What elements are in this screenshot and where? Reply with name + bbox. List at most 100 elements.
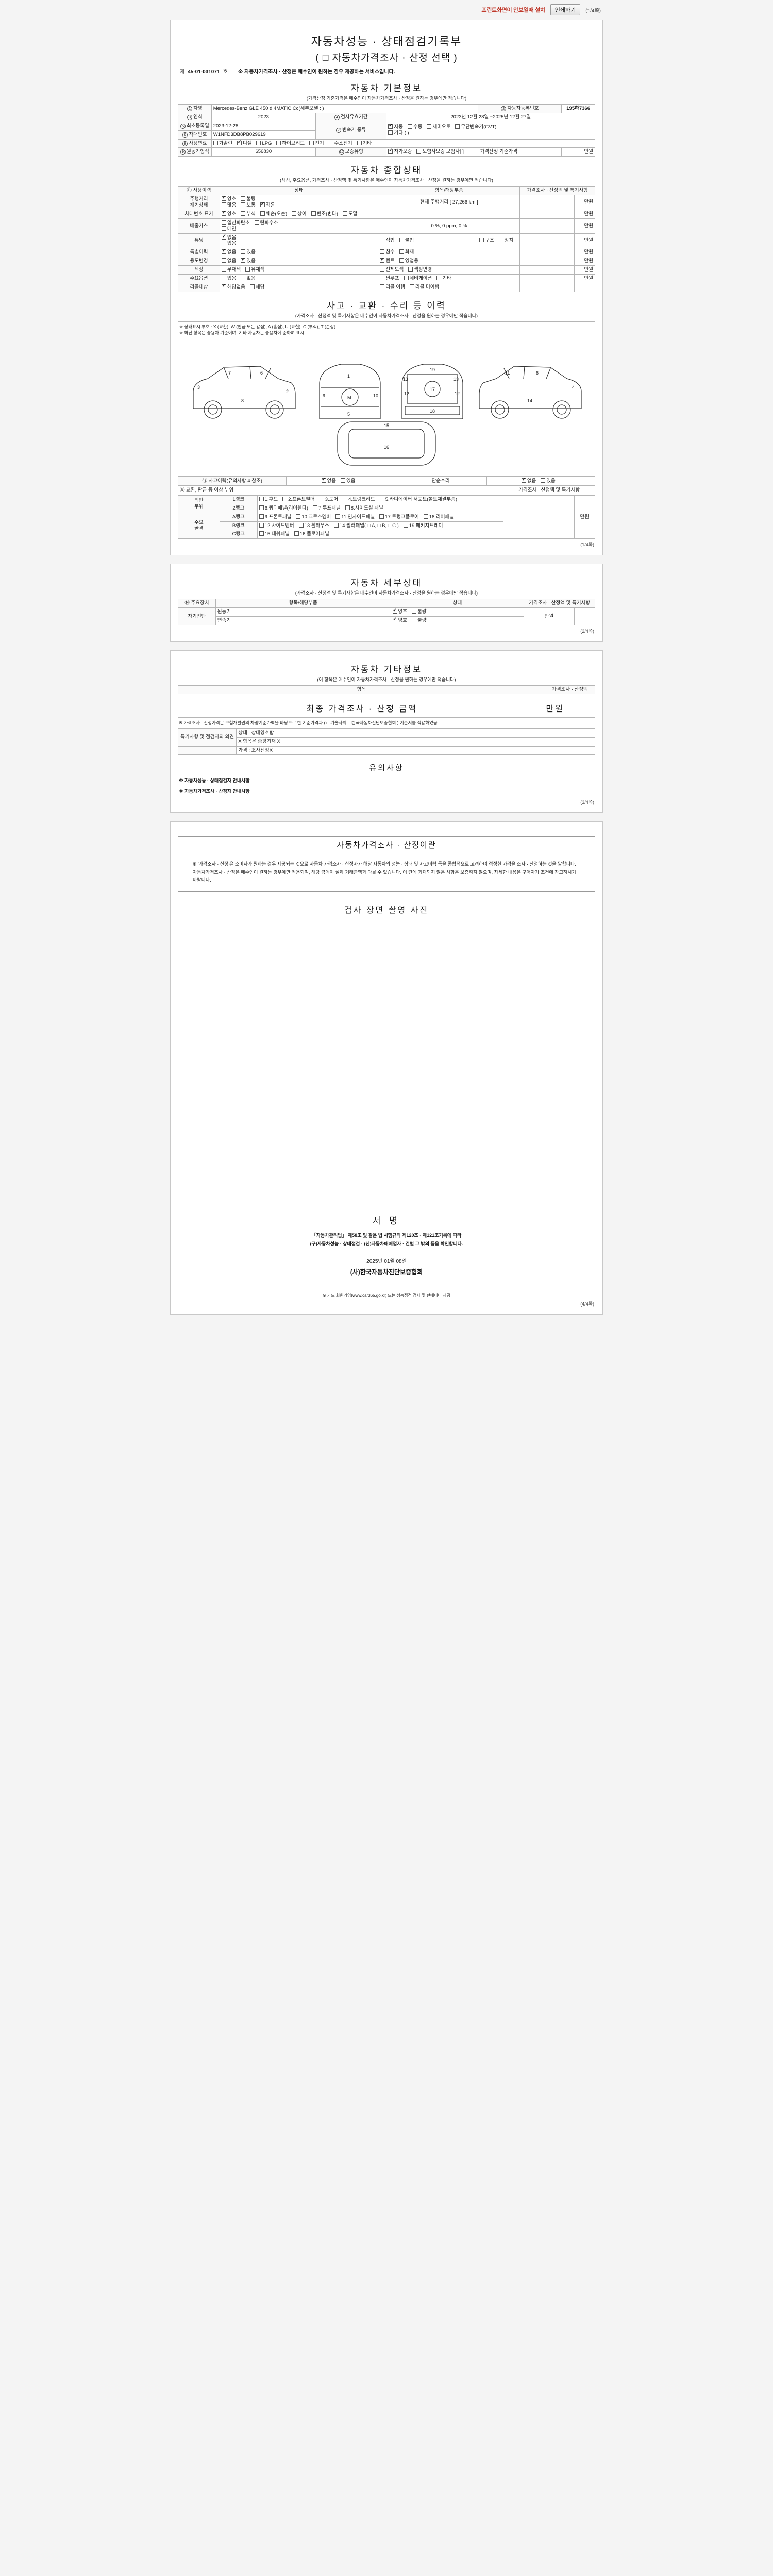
option-simple-repair-1[interactable]: 있음 [541,478,556,484]
checkbox-transmission-2[interactable] [427,124,432,129]
print-button[interactable]: 인쇄하기 [550,4,581,15]
checkbox-overall-io-6-1[interactable] [408,267,413,272]
option-overall-1-0-3[interactable]: 상이 [292,211,307,217]
option-part-0-1-2[interactable]: 8.사이드실 패널 [345,505,383,512]
option-overall-7-0-0[interactable]: 있음 [221,275,236,282]
option-part-0-1-1[interactable]: 7.루프패널 [312,505,341,512]
checkbox-overall-2-0-0[interactable] [221,219,226,225]
option-overall-io-7-2[interactable]: 기타 [436,275,451,282]
option-part-1-0-4[interactable]: 18.리어패널 [423,514,454,520]
checkbox-detail-0-0-1[interactable] [412,609,417,614]
checkbox-accident-history-0[interactable] [321,477,326,483]
option-fuel-5[interactable]: 수소전기 [328,140,352,147]
option-overall-io-5-0[interactable]: 렌트 [380,257,395,264]
checkbox-overall-8-0-0[interactable] [221,283,226,289]
install-notice-link[interactable]: 프린트화면이 안보일때 설치 [481,7,545,13]
option-transmission-3[interactable]: 무단변속기(CVT) [455,124,496,130]
option-overall-8-0-1[interactable]: 해당 [249,284,264,291]
checkbox-part-1-0-0[interactable] [259,514,264,519]
option-overall-0-0-1[interactable]: 불량 [241,196,256,202]
checkbox-part-1-1-2[interactable] [333,522,339,528]
option-overall-0-1-0[interactable]: 많음 [221,202,236,209]
checkbox-overall-2-0-1[interactable] [254,219,259,225]
option-detail-0-0-1[interactable]: 불량 [412,609,427,615]
checkbox-overall-0-1-2[interactable] [260,201,265,207]
option-part-1-0-2[interactable]: 11.인사이드패널 [335,514,375,520]
option-overall-6-0-1[interactable]: 유채색 [245,267,264,273]
option-overall-1-0-4[interactable]: 변조(변타) [311,211,338,217]
checkbox-fuel-1[interactable] [237,140,242,145]
option-detail-0-1-0[interactable]: 양호 [392,617,407,624]
option-part-1-1-3[interactable]: 19.패키지트레이 [403,522,443,529]
checkbox-overall-8-0-1[interactable] [249,284,255,289]
checkbox-fuel-5[interactable] [328,140,333,145]
option-overall-io-4-1[interactable]: 화재 [399,249,414,256]
option-part-0-0-0[interactable]: 1.후드 [259,496,278,503]
option-overall-ib-3-1[interactable]: 장치 [498,238,513,244]
checkbox-transmission-0[interactable] [388,123,393,129]
checkbox-transmission-3[interactable] [455,124,460,129]
checkbox-overall-1-0-2[interactable] [260,211,265,216]
option-overall-ia-3-1[interactable]: 불법 [399,238,414,244]
option-part-1-1-0[interactable]: 12.사이드멤버 [259,522,294,529]
checkbox-simple-repair-1[interactable] [541,478,546,483]
checkbox-part-0-0-1[interactable] [282,496,288,501]
checkbox-overall-io-7-0[interactable] [380,275,385,280]
checkbox-overall-0-0-0[interactable] [221,195,226,201]
checkbox-overall-io-4-1[interactable] [399,249,404,255]
option-part-0-0-3[interactable]: 4.트렁크리드 [343,496,375,503]
checkbox-overall-5-0-1[interactable] [241,257,246,263]
checkbox-overall-0-0-1[interactable] [241,196,246,201]
option-warranty-1[interactable]: 보험사보증 보험사[ ] [416,149,464,155]
checkbox-detail-0-0-0[interactable] [392,608,397,614]
option-overall-0-0-0[interactable]: 양호 [221,195,236,202]
option-fuel-6[interactable]: 기타 [357,140,372,147]
option-overall-1-0-1[interactable]: 부식 [241,211,256,217]
checkbox-overall-2-1-0[interactable] [221,226,226,231]
option-fuel-1[interactable]: 디젤 [237,140,251,147]
checkbox-part-1-2-1[interactable] [294,531,299,536]
checkbox-overall-io-4-0[interactable] [380,249,385,255]
checkbox-overall-4-0-1[interactable] [241,249,246,255]
checkbox-part-0-0-0[interactable] [259,496,264,501]
checkbox-fuel-0[interactable] [213,140,218,145]
checkbox-overall-3-1-0[interactable] [221,241,226,246]
checkbox-transmission-1[interactable] [407,124,412,129]
checkbox-warranty-1[interactable] [416,149,422,154]
checkbox-overall-io-5-1[interactable] [399,258,404,263]
option-overall-2-0-0[interactable]: 일산화탄소 [221,219,250,226]
checkbox-overall-io-5-0[interactable] [380,257,385,263]
checkbox-overall-ia-3-0[interactable] [380,238,385,243]
checkbox-part-0-1-0[interactable] [259,505,264,510]
checkbox-overall-7-0-0[interactable] [221,275,226,280]
checkbox-overall-io-7-2[interactable] [436,275,442,280]
checkbox-fuel-3[interactable] [276,140,281,145]
checkbox-overall-5-0-0[interactable] [221,258,226,263]
option-overall-io-7-1[interactable]: 네비게이션 [404,275,432,282]
checkbox-fuel-6[interactable] [357,140,362,145]
checkbox-overall-io-6-0[interactable] [380,267,385,272]
checkbox-overall-1-0-1[interactable] [241,211,246,216]
checkbox-overall-4-0-0[interactable] [221,248,226,255]
option-overall-7-0-1[interactable]: 없음 [241,275,256,282]
checkbox-part-1-0-3[interactable] [379,514,384,519]
checkbox-overall-1-0-4[interactable] [311,211,316,216]
checkbox-overall-io-7-1[interactable] [404,275,409,280]
option-overall-3-1-0[interactable]: 있음 [221,241,236,247]
checkbox-simple-repair-0[interactable] [521,477,526,483]
checkbox-part-1-1-3[interactable] [403,522,408,528]
option-overall-4-0-0[interactable]: 없음 [221,248,236,256]
checkbox-part-1-1-1[interactable] [298,522,304,528]
option-part-0-0-2[interactable]: 3.도어 [319,496,338,503]
checkbox-part-1-0-4[interactable] [423,514,428,519]
checkbox-part-1-2-0[interactable] [259,531,264,536]
option-overall-ib-3-0[interactable]: 구조 [479,238,494,244]
option-part-1-2-0[interactable]: 15.대쉬패널 [259,531,290,537]
option-overall-ia-3-0[interactable]: 적법 [380,238,395,244]
checkbox-overall-ib-3-1[interactable] [498,238,503,243]
option-accident-history-1[interactable]: 있음 [340,478,355,484]
checkbox-overall-ia-3-1[interactable] [399,238,404,243]
checkbox-overall-io-8-0[interactable] [380,284,385,289]
option-fuel-3[interactable]: 하이브리드 [276,140,305,147]
checkbox-accident-history-1[interactable] [340,478,345,483]
